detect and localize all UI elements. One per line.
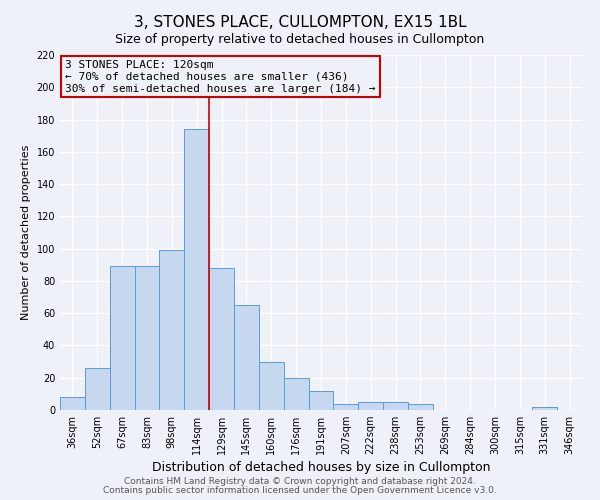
Bar bbox=[234, 305, 259, 410]
Bar bbox=[383, 402, 408, 410]
Bar bbox=[60, 397, 85, 410]
Text: Contains HM Land Registry data © Crown copyright and database right 2024.: Contains HM Land Registry data © Crown c… bbox=[124, 477, 476, 486]
Bar bbox=[532, 407, 557, 410]
Bar bbox=[85, 368, 110, 410]
Bar bbox=[160, 250, 184, 410]
Text: Size of property relative to detached houses in Cullompton: Size of property relative to detached ho… bbox=[115, 32, 485, 46]
Text: Contains public sector information licensed under the Open Government Licence v3: Contains public sector information licen… bbox=[103, 486, 497, 495]
Text: 3 STONES PLACE: 120sqm
← 70% of detached houses are smaller (436)
30% of semi-de: 3 STONES PLACE: 120sqm ← 70% of detached… bbox=[65, 60, 376, 94]
X-axis label: Distribution of detached houses by size in Cullompton: Distribution of detached houses by size … bbox=[152, 462, 490, 474]
Bar bbox=[408, 404, 433, 410]
Bar bbox=[259, 362, 284, 410]
Bar bbox=[308, 390, 334, 410]
Bar bbox=[184, 129, 209, 410]
Bar bbox=[209, 268, 234, 410]
Y-axis label: Number of detached properties: Number of detached properties bbox=[21, 145, 31, 320]
Bar bbox=[358, 402, 383, 410]
Bar bbox=[284, 378, 308, 410]
Bar bbox=[134, 266, 160, 410]
Bar bbox=[334, 404, 358, 410]
Bar bbox=[110, 266, 134, 410]
Text: 3, STONES PLACE, CULLOMPTON, EX15 1BL: 3, STONES PLACE, CULLOMPTON, EX15 1BL bbox=[134, 15, 466, 30]
